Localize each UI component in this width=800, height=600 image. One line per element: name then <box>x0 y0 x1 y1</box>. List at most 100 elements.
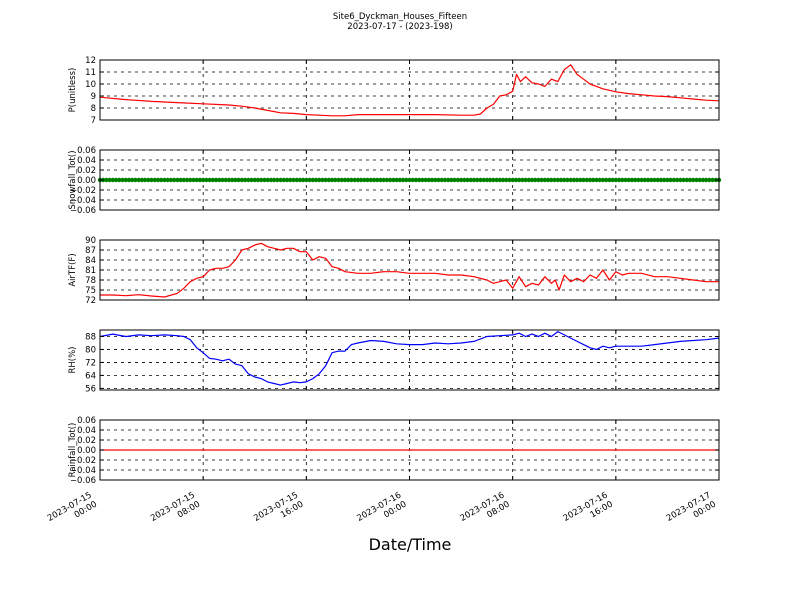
series-marker <box>136 177 141 183</box>
series-marker <box>703 177 709 183</box>
y-axis-label: AirTF(F) <box>68 253 78 286</box>
x-tick-label: 2023-07-1600:00 <box>355 490 408 532</box>
series-marker <box>571 177 577 183</box>
series-marker <box>513 177 519 183</box>
y-tick-label: 0.00 <box>77 176 96 186</box>
chart-title-line1: Site6_Dyckman_Houses_Fifteen <box>333 12 467 22</box>
y-tick-label: −0.06 <box>70 206 96 216</box>
series-marker <box>139 177 145 183</box>
series-marker <box>181 177 187 183</box>
series-marker <box>159 177 164 183</box>
x-tick-label: 2023-07-1616:00 <box>562 490 615 532</box>
y-tick-label: 84 <box>85 256 96 266</box>
series-marker <box>623 177 628 183</box>
series-marker <box>194 177 199 183</box>
series-marker <box>558 177 564 183</box>
series-marker <box>516 177 522 183</box>
series-marker <box>342 177 348 183</box>
series-marker <box>684 177 689 183</box>
series-marker <box>168 177 174 183</box>
subplot-4: 56 64 72 80 88 RH(%) <box>68 329 720 394</box>
y-tick-label: 88 <box>85 332 96 342</box>
series-marker <box>439 177 444 183</box>
series-marker <box>436 177 441 183</box>
series-marker <box>510 177 515 183</box>
series-marker <box>562 177 567 183</box>
series-marker <box>123 177 128 183</box>
series-marker <box>391 177 396 183</box>
series-marker <box>526 177 531 183</box>
series-marker <box>336 177 341 183</box>
series-marker <box>197 177 203 183</box>
series-marker <box>142 177 148 183</box>
subplot-panels: 789101112P(unitless)−0.06−0.04−0.020.000… <box>68 56 722 486</box>
series-marker <box>649 177 654 183</box>
series-marker <box>326 177 332 183</box>
series-marker <box>352 177 357 183</box>
series-marker <box>542 177 548 183</box>
series-marker <box>107 177 112 183</box>
series-marker <box>487 177 493 183</box>
series-marker <box>358 177 364 183</box>
series-marker <box>552 177 557 183</box>
series-marker <box>610 177 615 183</box>
y-axis-label: RH(%) <box>68 346 78 373</box>
chart-title-line2: 2023-07-17 - (2023-198) <box>347 22 452 32</box>
series-marker <box>381 177 386 183</box>
series-marker <box>674 177 680 183</box>
series-marker <box>397 177 403 183</box>
series-marker <box>661 177 667 183</box>
series-marker <box>310 177 315 183</box>
series-marker <box>126 177 132 183</box>
series-marker <box>104 177 109 183</box>
y-tick-label: −0.06 <box>70 476 96 486</box>
series-marker <box>317 177 322 183</box>
series-marker <box>368 177 374 183</box>
subplot-1: 7 8 9 10 11 12 P(unitless) <box>68 56 720 126</box>
series-marker <box>678 177 683 183</box>
y-axis-label: Snowfall_Tot() <box>68 150 78 209</box>
series-marker <box>468 177 473 183</box>
x-axis-label: Date/Time <box>369 535 452 554</box>
series-marker <box>113 177 119 183</box>
series-marker <box>465 177 470 183</box>
series-marker <box>278 177 283 183</box>
series-marker <box>671 177 677 183</box>
series-marker <box>687 177 693 183</box>
series-marker <box>504 177 509 183</box>
series-marker <box>246 177 251 183</box>
series-marker <box>407 177 412 183</box>
series-marker <box>178 177 183 183</box>
series-marker <box>229 177 235 183</box>
series-marker <box>191 177 196 183</box>
series-marker <box>426 177 432 183</box>
series-marker <box>607 177 612 183</box>
series-marker <box>452 177 457 183</box>
y-tick-label: 9 <box>91 92 96 102</box>
series-marker <box>484 177 490 183</box>
series-marker <box>349 177 354 183</box>
series-marker <box>616 177 622 183</box>
y-tick-label: 64 <box>85 371 96 381</box>
series-marker <box>149 177 154 183</box>
series-marker <box>165 177 170 183</box>
y-tick-label: 56 <box>85 384 96 394</box>
series-marker <box>387 177 393 183</box>
series-line-1 <box>99 64 720 117</box>
series-marker <box>642 177 648 183</box>
series-marker <box>239 177 245 183</box>
series-marker <box>255 177 261 183</box>
y-tick-label: 90 <box>85 236 96 246</box>
series-marker <box>294 177 299 183</box>
series-marker <box>200 177 206 183</box>
y-tick-label: 0.04 <box>77 426 96 436</box>
series-marker <box>423 177 428 183</box>
series-marker <box>223 177 228 183</box>
series-marker <box>110 177 116 183</box>
series-marker <box>591 177 596 183</box>
series-marker <box>536 177 541 183</box>
series-marker <box>365 177 370 183</box>
series-marker <box>117 177 122 183</box>
y-tick-label: −0.04 <box>70 196 96 206</box>
